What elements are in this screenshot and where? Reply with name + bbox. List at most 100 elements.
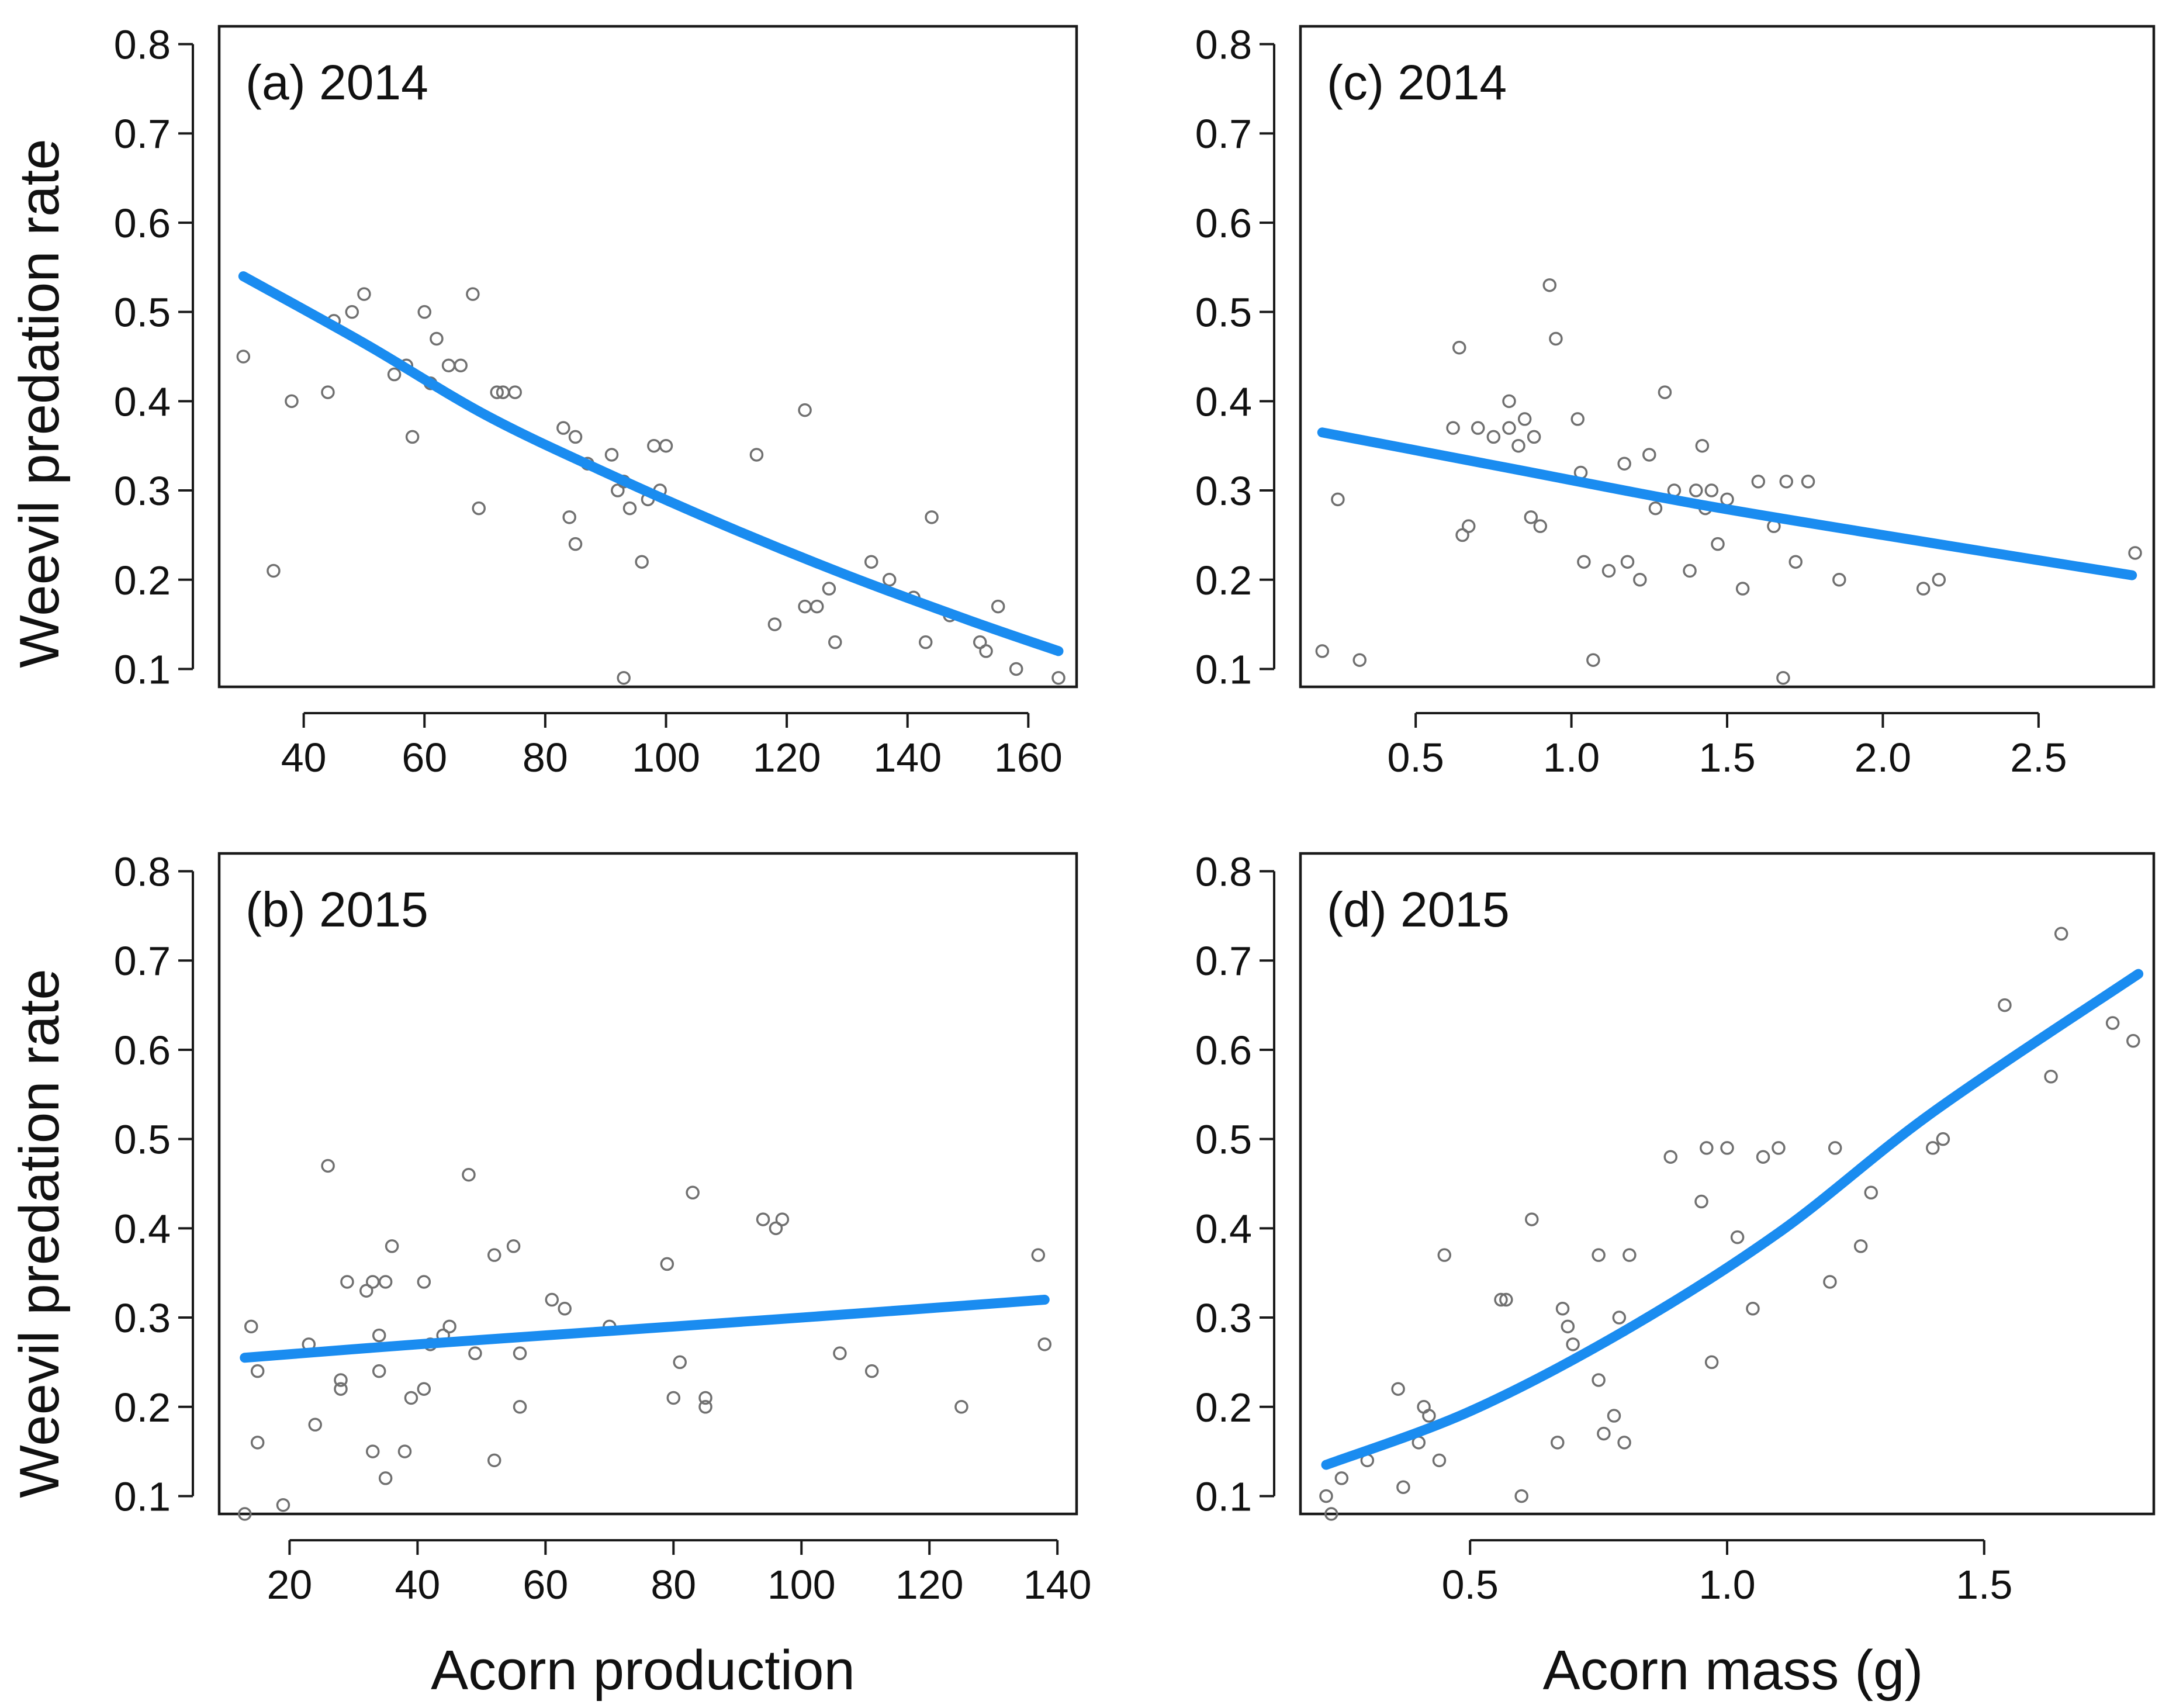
data-point [340,1275,354,1289]
data-point [405,430,420,444]
fitted-line [1321,969,2144,1470]
data-point [1642,448,1656,462]
y-tick-label: 0.1 [114,1474,171,1519]
data-point [1788,555,1803,569]
x-tick-label: 1.0 [1543,735,1600,780]
data-point [417,1382,431,1396]
x-tick-label: 40 [395,1562,440,1607]
data-point [1998,998,2012,1012]
y-tick-label: 0.8 [1195,849,1252,895]
x-tick-label: 40 [281,735,327,780]
data-point [1689,483,1703,497]
data-point [334,1382,348,1396]
data-point [1524,510,1538,524]
y-tick-label: 0.5 [1195,1117,1252,1163]
y-tick-label: 0.7 [114,111,171,157]
data-point [979,644,993,658]
data-point [775,1212,790,1226]
x-tick-label: 160 [994,735,1063,780]
y-axis-title-top: Weevil predation rate [8,139,71,668]
plot-frame [1299,25,2156,689]
data-point [1617,457,1631,471]
x-tick-label: 120 [753,735,821,780]
data-point [454,358,468,373]
data-point [635,555,649,569]
x-tick-label: 0.5 [1387,735,1444,780]
data-point [1607,1409,1621,1423]
data-point [1612,1311,1627,1325]
data-point [365,1444,380,1458]
data-point [1694,1194,1708,1209]
data-point [568,430,583,444]
data-point [1455,528,1469,542]
data-point [385,1239,399,1253]
data-point [1549,331,1563,346]
data-point [250,1364,265,1378]
y-tick-label: 0.3 [114,468,171,514]
panel-title: (c) 2014 [1327,55,1507,110]
data-point [250,1436,265,1450]
data-point [285,394,299,409]
data-point [1514,1489,1528,1503]
data-point [1533,519,1548,533]
data-point [1315,644,1330,658]
data-point [1471,421,1485,435]
data-point [2105,1016,2120,1030]
panel-title: (a) 2014 [245,55,428,110]
data-point [1499,1292,1513,1307]
data-point [864,1364,879,1378]
data-point [991,599,1005,614]
y-tick-label: 0.5 [114,290,171,336]
data-point [404,1391,418,1405]
data-point [1494,1292,1508,1307]
data-point [513,1346,527,1360]
data-point [1352,653,1367,667]
y-tick-label: 0.3 [114,1295,171,1341]
y-tick-label: 0.2 [1195,1385,1252,1430]
y-tick-label: 0.7 [1195,111,1252,157]
data-point [490,385,504,399]
data-point [378,1471,393,1485]
data-point [1422,1409,1436,1423]
data-point [1527,430,1541,444]
panel-c: 0.5 1.0 1.5 2.0 2.5 0.1 0.2 0.3 0.4 0.5 0.6 0.7 0.8 (… [1195,22,2156,780]
plot-frame [1299,852,2156,1516]
data-point [617,670,631,685]
y-tick-label: 0.1 [1195,1474,1252,1519]
data-point [622,501,637,516]
y-tick-label: 0.2 [1195,558,1252,603]
data-point [2054,926,2068,941]
x-tick-label: 20 [267,1562,312,1607]
fitted-line [240,1295,1050,1363]
plot-frame [217,852,1078,1516]
data-point [1461,519,1476,533]
data-point [1432,1453,1447,1468]
data-point [1623,1248,1637,1262]
x-tick-label: 120 [895,1562,964,1607]
data-point [1932,573,1946,587]
data-point [925,510,939,524]
data-point [604,448,619,462]
data-point [756,1212,770,1226]
data-point [378,1275,393,1289]
data-point [1051,670,1065,685]
data-point [1720,1141,1734,1155]
data-point [397,1444,412,1458]
data-point [1446,421,1460,435]
data-point [267,563,281,578]
data-point [506,1239,521,1253]
data-point [472,501,486,516]
data-point [833,1346,847,1360]
data-point [1592,1373,1606,1387]
data-point [1704,483,1719,497]
x-tick-label: 60 [523,1562,568,1607]
data-point [1864,1185,1879,1200]
data-point [1776,670,1790,685]
y-tick-label: 0.7 [1195,938,1252,984]
x-tick-label: 2.0 [1855,735,1911,780]
data-point [513,1400,527,1414]
x-tick-label: 140 [873,735,942,780]
x-tick-label: 80 [651,1562,696,1607]
data-point [1566,1337,1580,1351]
data-point [1577,555,1591,569]
